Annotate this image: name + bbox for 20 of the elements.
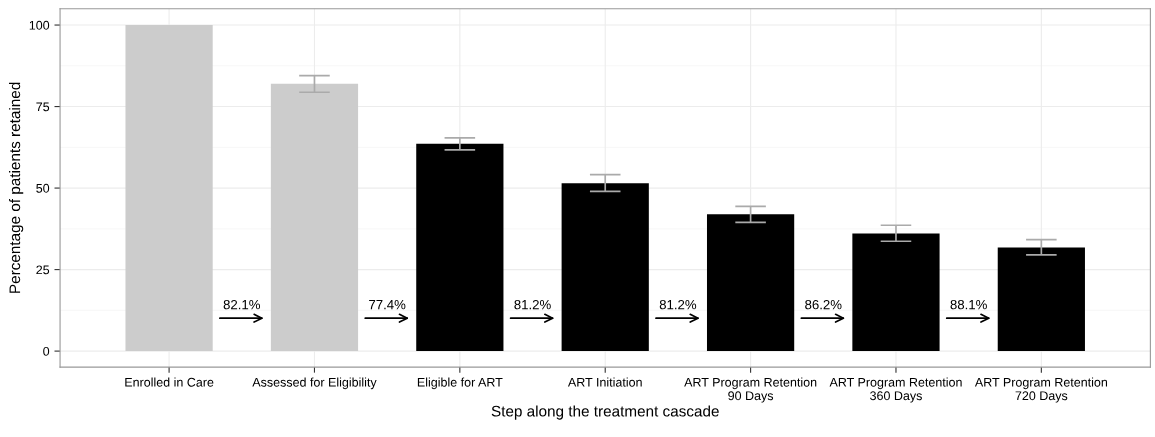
annotation: 82.1%: [223, 299, 261, 310]
x-tick-label: ART Program Retention 720 Days: [974, 377, 1108, 403]
y-tick-label: 75: [36, 102, 50, 112]
y-tick-label: 0: [43, 346, 50, 356]
x-tick-label: ART Program Retention 90 Days: [684, 377, 817, 403]
annotation: 81.2%: [514, 299, 551, 310]
y-tick-label: 100: [29, 20, 50, 30]
annotation: 77.4%: [369, 300, 406, 310]
annotation: 88.1%: [950, 299, 987, 310]
x-tick-label: ART Initiation: [567, 377, 642, 387]
annotation: 81.2%: [659, 299, 697, 310]
x-tick-label: Eligible for ART: [417, 377, 503, 390]
y-tick-label: 25: [36, 265, 50, 275]
annotation: 86.2%: [805, 299, 842, 310]
x-axis-title: Step along the treatment cascade: [491, 405, 719, 420]
y-axis-title: Percentage of patients retained: [8, 82, 24, 293]
x-tick-label: Enrolled in Care: [125, 377, 214, 387]
y-tick-label: 50: [36, 183, 50, 193]
x-tick-label: Assessed for Eligibility: [252, 377, 377, 390]
x-tick-label: ART Program Retention 360 Days: [829, 377, 962, 403]
